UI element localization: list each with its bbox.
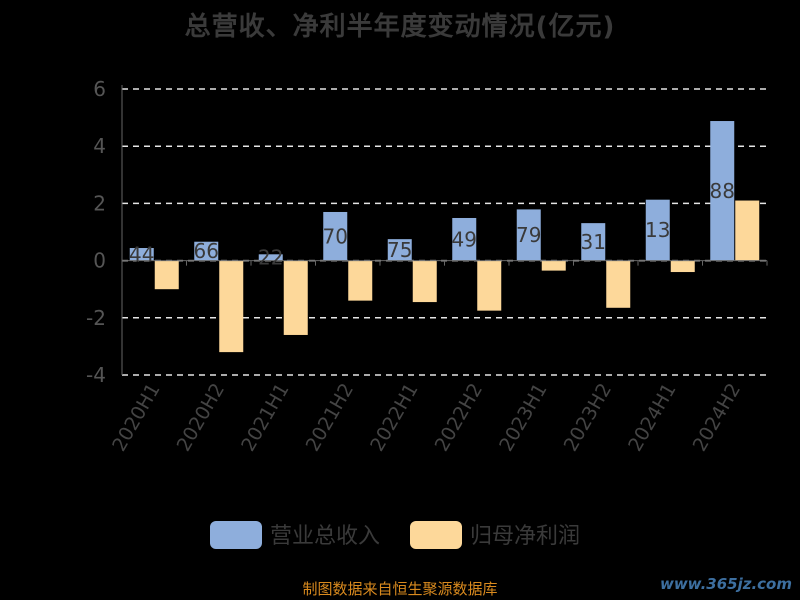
legend-swatch — [410, 521, 462, 549]
x-tick-label: 2023H2 — [560, 380, 616, 456]
bar-revenue — [516, 209, 541, 261]
bar-data-label: 66 — [194, 239, 219, 263]
bar-data-label: 70 — [323, 224, 348, 248]
x-tick-label: 2021H2 — [302, 380, 358, 456]
x-tick-label: 2024H1 — [624, 380, 680, 456]
x-tick-label: 2020H1 — [108, 380, 164, 456]
bar-data-label: 79 — [516, 223, 541, 247]
bar-net-profit — [477, 260, 502, 311]
bar-revenue — [194, 241, 219, 261]
bar-revenue — [387, 239, 412, 261]
x-tick-label: 2024H2 — [689, 380, 745, 456]
bar-revenue — [323, 211, 348, 261]
data-labels: 44 66 22 70 75 49 79 31 13 88 — [129, 179, 735, 270]
bar-revenue — [645, 199, 670, 261]
bar-data-label: 88 — [710, 179, 735, 203]
legend-label: 归母净利润 — [470, 524, 580, 549]
x-tick-label: 2023H1 — [495, 380, 551, 456]
bar-net-profit — [283, 260, 308, 335]
y-tick-label: 6 — [93, 77, 106, 101]
bar-net-profit — [670, 260, 695, 273]
bar-net-profit — [606, 260, 631, 308]
source-note: 制图数据来自恒生聚源数据库 — [302, 580, 498, 598]
x-tick-label: 2022H1 — [366, 380, 422, 456]
bar-net-profit — [541, 260, 566, 271]
bar-data-label: 44 — [129, 242, 154, 266]
legend-label: 营业总收入 — [270, 524, 380, 549]
y-tick-label: 4 — [93, 134, 106, 158]
bar-revenue — [710, 121, 735, 261]
bar-net-profit — [412, 260, 437, 303]
bars — [129, 121, 760, 353]
legend: 营业总收入 归母净利润 — [210, 521, 580, 549]
x-tick-label: 2021H1 — [237, 380, 293, 456]
bar-revenue — [258, 254, 283, 261]
bar-data-label: 22 — [258, 245, 283, 269]
legend-swatch — [210, 521, 262, 549]
y-tick-label: -4 — [86, 363, 106, 387]
y-tick-label: -2 — [86, 306, 106, 330]
y-tick-label: 2 — [93, 191, 106, 215]
x-tick-label: 2022H2 — [431, 380, 487, 456]
bar-revenue — [129, 248, 154, 261]
bar-net-profit — [348, 260, 373, 301]
bar-data-label: 49 — [452, 227, 477, 251]
bar-data-label: 13 — [645, 218, 670, 242]
bar-revenue — [581, 223, 606, 261]
bar-net-profit — [154, 260, 179, 290]
y-tick-label: 0 — [93, 249, 106, 273]
watermark: www.365jz.com — [659, 575, 792, 593]
bar-net-profit — [735, 200, 760, 261]
chart-title: 总营收、净利半年度变动情况(亿元) — [184, 12, 616, 42]
x-tick-label: 2020H2 — [173, 380, 229, 456]
bar-net-profit — [219, 260, 244, 353]
bar-revenue — [452, 217, 477, 261]
bar-data-label: 75 — [387, 238, 412, 262]
bar-data-label: 31 — [581, 230, 606, 254]
